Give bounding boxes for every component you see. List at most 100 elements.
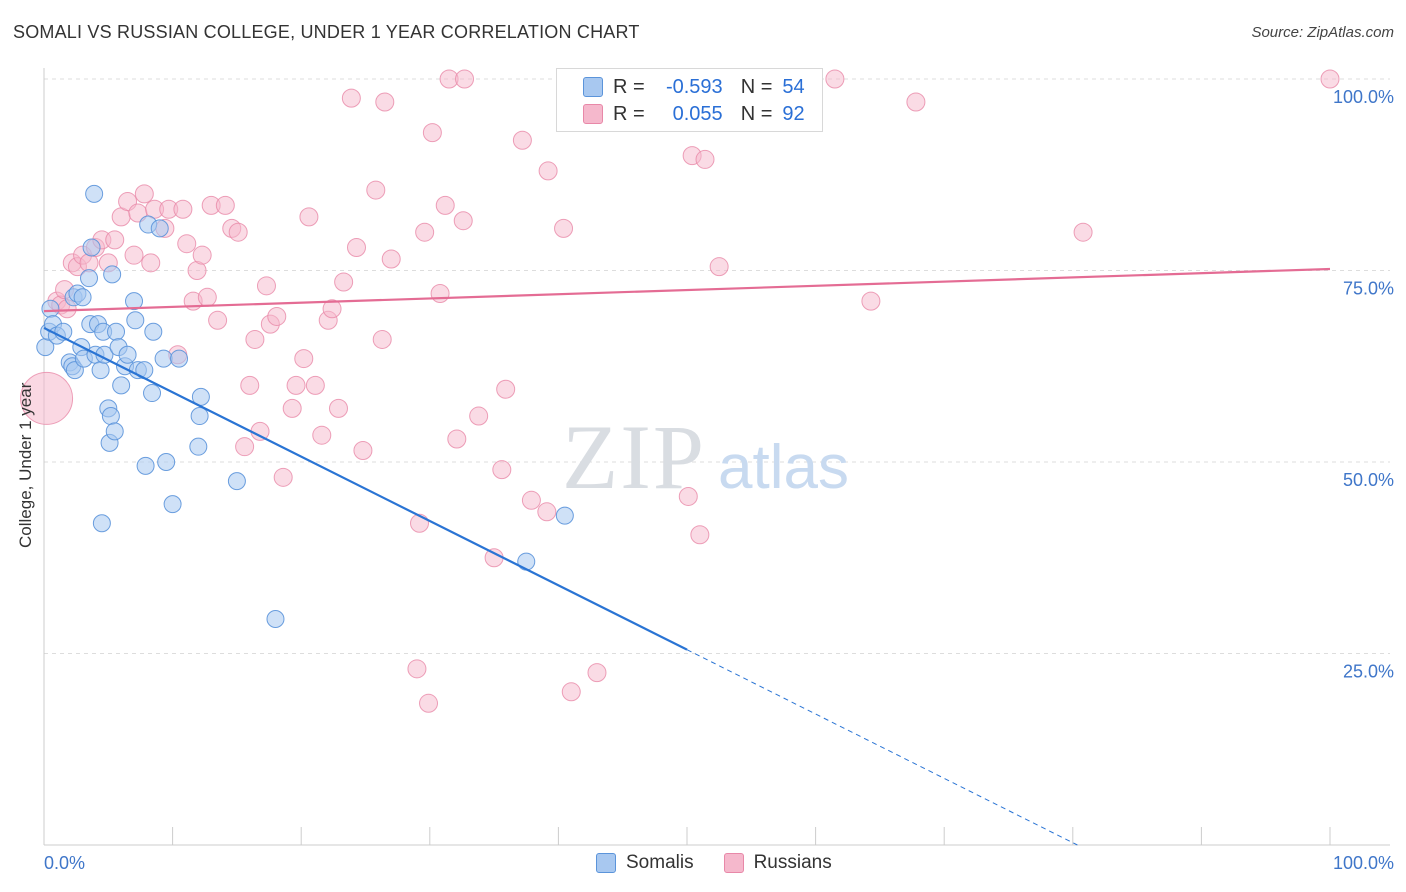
n-label: N = (740, 75, 773, 98)
russians-point (435, 195, 455, 215)
russians-point (430, 283, 450, 303)
y-tick-label: 50.0% (1343, 470, 1394, 490)
russians-point (469, 406, 489, 426)
russians-point (453, 211, 473, 231)
watermark-zip: ZIP (562, 406, 706, 508)
russians-point (695, 149, 715, 169)
russians-point (825, 69, 845, 89)
chart-title: SOMALI VS RUSSIAN COLLEGE, UNDER 1 YEAR … (13, 22, 640, 42)
russians-point (690, 525, 710, 545)
somalis-point (227, 472, 246, 491)
somalis-point (517, 552, 536, 571)
somalis-point (157, 453, 176, 471)
russians-point (294, 349, 314, 369)
russians-point (709, 257, 729, 277)
somalis-point (136, 456, 155, 475)
x-tick-label: 100.0% (1333, 853, 1394, 873)
russians-point (554, 218, 574, 238)
russians-point (492, 460, 512, 480)
russians-point (245, 329, 265, 349)
somalis-point (105, 422, 124, 441)
russians-point (353, 441, 373, 461)
russians-point (366, 180, 386, 200)
somalis-point (118, 345, 137, 364)
russians-point (407, 659, 427, 679)
russians-point (861, 291, 881, 311)
russians-point (305, 375, 325, 395)
somalis-point (41, 299, 60, 318)
russians-point (250, 421, 270, 441)
russians-point (375, 92, 395, 112)
russians-point (1073, 222, 1093, 242)
y-tick-label: 75.0% (1343, 279, 1394, 299)
russians-n-value: 92 (782, 102, 805, 125)
somalis-point (101, 407, 120, 426)
somalis-legend-label: Somalis (626, 852, 694, 873)
russians-point (538, 161, 558, 181)
russians-point (228, 222, 248, 242)
russians-swatch (583, 104, 603, 124)
somalis-n-value: 54 (782, 75, 805, 98)
legend-row-russians: R = 0.055 N = 92 (583, 102, 805, 126)
somalis-r-value: -0.593 (665, 75, 723, 98)
russians-point (20, 371, 74, 425)
r-label: R = (613, 75, 645, 98)
somalis-point (154, 349, 173, 368)
russians-point (215, 195, 235, 215)
russians-point (341, 88, 361, 108)
russians-point (678, 486, 698, 506)
russians-point (346, 238, 366, 258)
russians-point (328, 398, 348, 418)
somalis-point (92, 514, 111, 533)
trend-lines (43, 267, 1331, 846)
russians-point (240, 375, 260, 395)
russians-point (235, 437, 255, 457)
russians-legend-label: Russians (753, 852, 832, 873)
russians-point (124, 245, 144, 265)
russians-point (561, 682, 581, 702)
russians-point (256, 276, 276, 296)
russians-point (282, 398, 302, 418)
somalis-points (36, 184, 574, 629)
legend-item-russians[interactable]: Russians (723, 852, 832, 874)
somalis-point (266, 610, 285, 629)
watermark-atlas: atlas (718, 433, 849, 502)
somalis-point (112, 376, 131, 395)
legend-item-somalis[interactable]: Somalis (596, 852, 694, 874)
legend-row-somalis: R = -0.593 N = 54 (583, 75, 805, 99)
russians-point (334, 272, 354, 292)
somalis-legend-swatch (596, 853, 616, 873)
somalis-point (82, 238, 101, 257)
watermark: ZIP atlas (562, 406, 849, 508)
russians-point (447, 429, 467, 449)
series-legend: Somalis Russians (596, 852, 862, 874)
somalis-point (85, 184, 104, 203)
y-tick-label: 25.0% (1343, 662, 1394, 682)
russians-point (141, 253, 161, 273)
russians-point (299, 207, 319, 227)
russians-points (20, 69, 1340, 713)
stats-legend: R = -0.593 N = 54 R = 0.055 N = 92 (556, 68, 823, 132)
somalis-point (80, 269, 99, 288)
russians-point (322, 299, 342, 319)
russians-point (177, 234, 197, 254)
y-axis-label: College, Under 1 year (16, 382, 35, 548)
somalis-point (125, 292, 144, 311)
r-label: R = (613, 102, 645, 125)
russians-point (1320, 69, 1340, 89)
somalis-point (103, 265, 122, 284)
russians-point (496, 379, 516, 399)
russians-point (484, 548, 504, 568)
somalis-point (555, 506, 574, 525)
somalis-point (73, 288, 92, 307)
russians-point (173, 199, 193, 219)
russians-point (381, 249, 401, 269)
russians-trend-line (43, 267, 1331, 313)
russians-point (267, 306, 287, 326)
somalis-point (163, 495, 182, 514)
russians-point (273, 467, 293, 487)
somalis-trend-line (43, 326, 688, 651)
russians-point (512, 130, 532, 150)
somalis-point (143, 384, 162, 403)
